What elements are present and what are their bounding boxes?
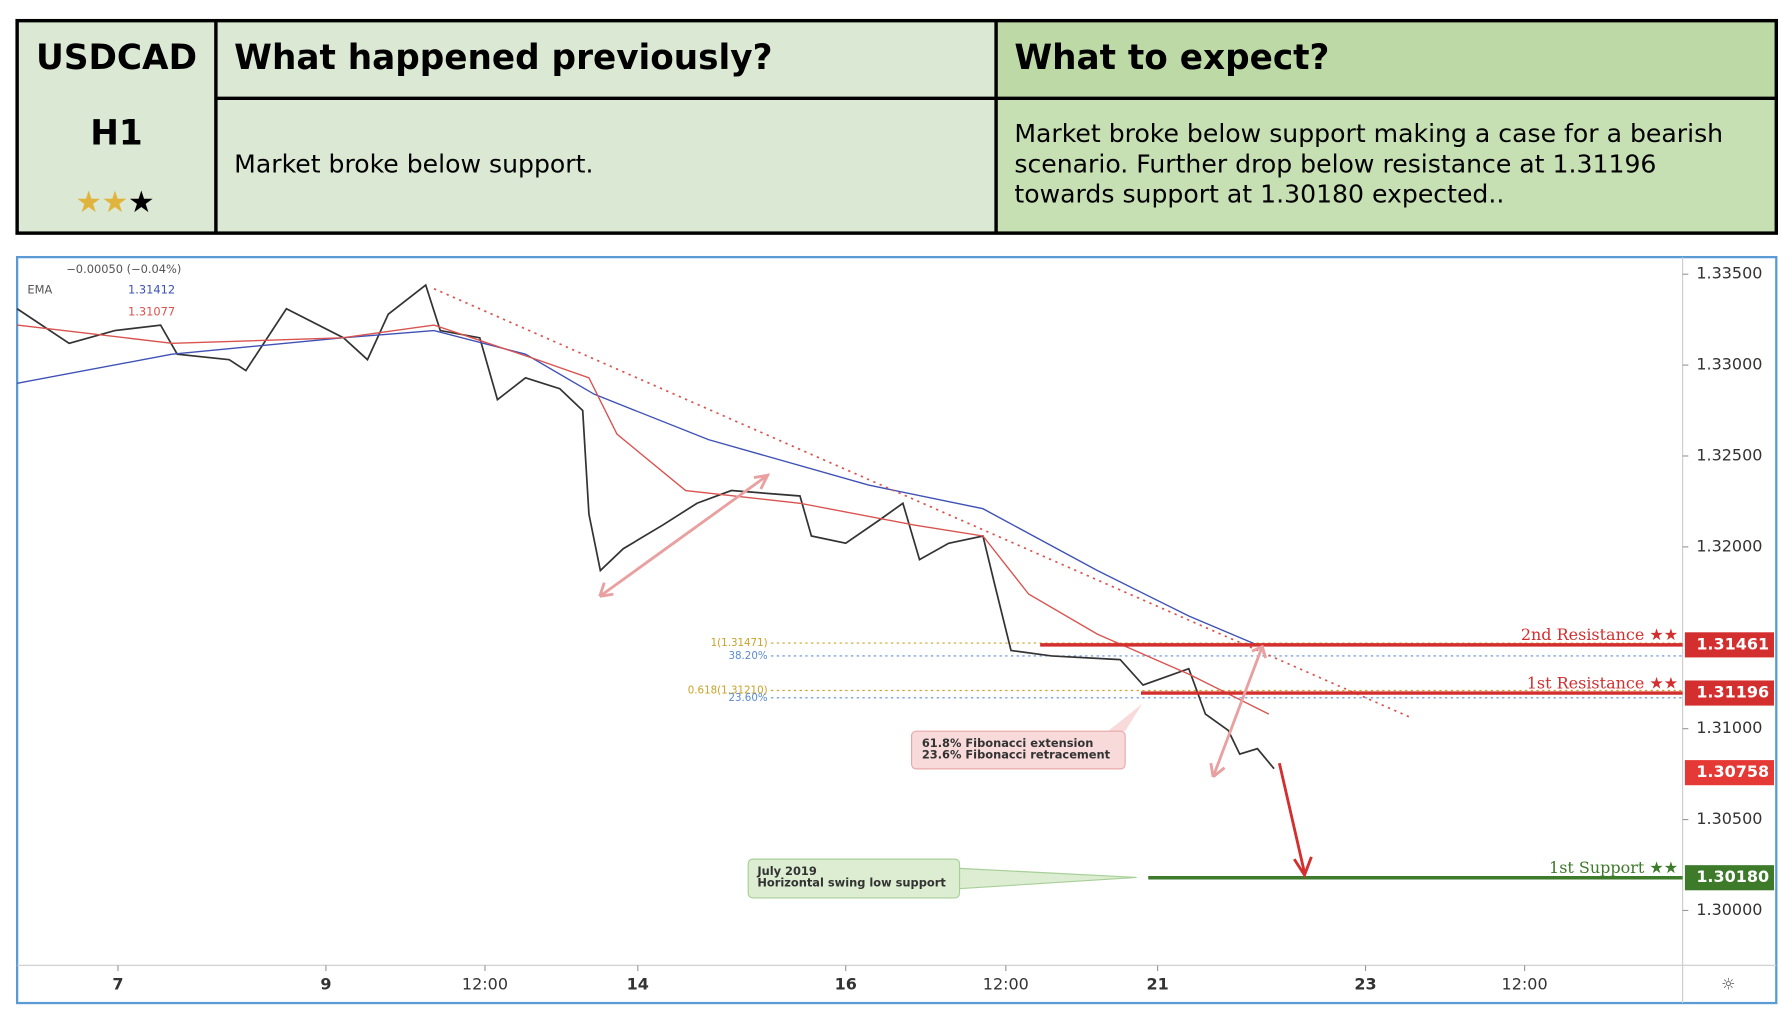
fib-label: 1(1.31471) [711,637,768,649]
pattern-arrows [598,473,1268,778]
forecast-arrow [1277,762,1313,879]
expect-header-cell [996,20,1777,99]
fib-label: 23.60% [728,692,767,704]
expect-line: towards support at 1.30180 expected.. [1014,179,1504,208]
price-box-label: 1.31461 [1696,634,1769,653]
ema-line [17,329,1258,646]
stars: ★ ★ ★ [75,185,154,220]
svg-text:★: ★ [102,185,129,220]
y-tick-label: 1.30000 [1696,900,1762,919]
price-box [1684,632,1775,658]
legend-value: 1.31077 [128,304,175,318]
level-label: 1st Resistance ★★ [1527,673,1678,692]
annotation-text: 61.8% Fibonacci extension [922,736,1094,750]
annotation-text: 23.6% Fibonacci retracement [922,748,1111,762]
current-price-box [1684,760,1775,786]
x-tick-label: 14 [627,974,649,993]
legend-change: −0.00050 (−0.04%) [66,262,181,276]
y-tick-label: 1.31000 [1696,718,1762,737]
y-tick-label: 1.33500 [1696,264,1762,283]
fib-label: 0.618(1.31210) [688,684,768,696]
annotation-box [910,730,1126,770]
x-tick-label: 21 [1146,974,1168,993]
svg-text:★: ★ [75,185,102,220]
x-tick-label: 9 [320,974,331,993]
x-tick-label: 12:00 [983,974,1029,993]
expect-title: What to expect? [1014,38,1329,78]
timeframe: H1 [90,113,142,153]
price-box-label: 1.30180 [1696,867,1769,886]
price-line [16,283,1275,770]
y-tick-label: 1.32000 [1696,536,1762,555]
x-tick-label: 23 [1354,974,1376,993]
level-label: 2nd Resistance ★★ [1521,625,1678,644]
settings-icon[interactable]: ☼ [1721,974,1735,993]
x-tick-label: 16 [835,974,857,993]
x-tick-label: 12:00 [462,974,508,993]
y-tick-label: 1.32500 [1696,445,1762,464]
annotation-text: Horizontal swing low support [757,876,946,890]
price-box [1684,680,1775,706]
annotation-text: July 2019 [756,864,816,878]
legend-value: 1.31412 [128,283,175,297]
table-borders [15,18,1779,235]
annotation-box [747,858,961,899]
previous-cell [215,20,997,234]
y-tick-label: 1.30500 [1696,809,1762,828]
fib-label: 38.20% [728,650,767,662]
expect-line: scenario. Further drop below resistance … [1014,150,1656,179]
ema-line [17,324,1270,715]
current-price-label: 1.30758 [1696,762,1769,781]
previous-title: What happened previously? [234,38,772,78]
previous-text: Market broke below support. [234,150,593,179]
symbol-cell [17,20,216,234]
level-label: 1st Support ★★ [1549,858,1678,877]
x-tick-label: 7 [112,974,123,993]
expect-body-cell [996,98,1777,234]
legend-indicator: EMA [27,283,52,297]
symbol: USDCAD [36,38,197,78]
svg-text:★: ★ [128,185,155,220]
expect-line: Market broke below support making a case… [1014,119,1723,148]
price-box-label: 1.31196 [1696,683,1769,702]
price-box [1684,865,1775,891]
x-tick-label: 12:00 [1502,974,1548,993]
y-tick-label: 1.33000 [1696,355,1762,374]
